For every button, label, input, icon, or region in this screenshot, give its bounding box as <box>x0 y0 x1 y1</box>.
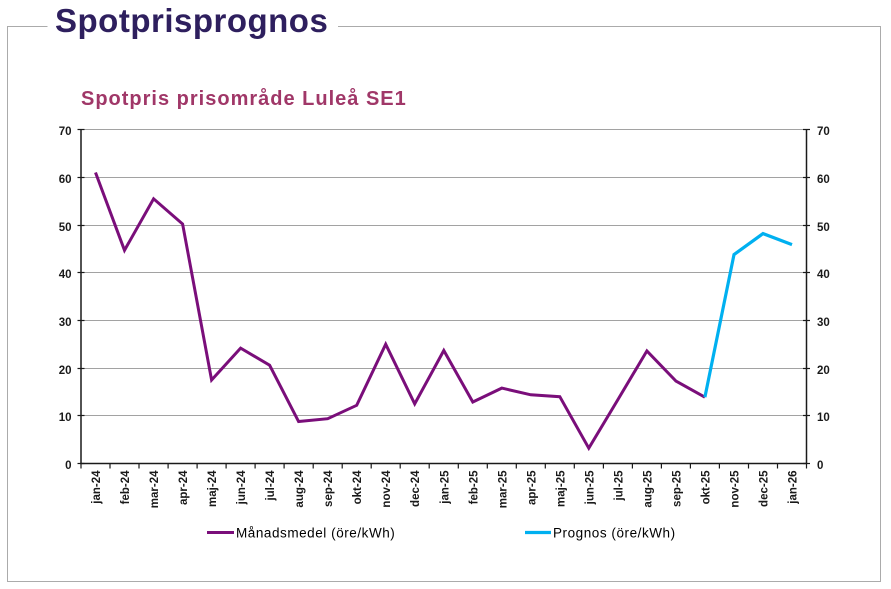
svg-text:10: 10 <box>817 412 830 424</box>
svg-text:jul-25: jul-25 <box>613 470 625 502</box>
svg-text:jun-24: jun-24 <box>236 470 248 505</box>
svg-text:30: 30 <box>817 317 830 329</box>
svg-text:dec-25: dec-25 <box>759 470 771 507</box>
svg-text:0: 0 <box>817 460 823 472</box>
svg-text:dec-24: dec-24 <box>410 470 422 507</box>
svg-text:aug-25: aug-25 <box>642 470 654 508</box>
svg-text:apr-24: apr-24 <box>178 470 190 505</box>
svg-text:Spotpris prisområde Luleå SE1: Spotpris prisområde Luleå SE1 <box>81 87 407 110</box>
svg-text:apr-25: apr-25 <box>526 470 538 505</box>
svg-text:40: 40 <box>817 269 830 281</box>
svg-text:jan-24: jan-24 <box>91 470 103 505</box>
svg-text:Månadsmedel (öre/kWh): Månadsmedel (öre/kWh) <box>236 526 395 541</box>
svg-text:70: 70 <box>59 126 72 138</box>
svg-text:aug-24: aug-24 <box>294 470 306 508</box>
svg-text:sep-25: sep-25 <box>671 470 683 507</box>
svg-text:30: 30 <box>59 317 72 329</box>
svg-text:okt-24: okt-24 <box>352 470 364 504</box>
svg-text:mar-24: mar-24 <box>149 470 161 508</box>
svg-text:jan-26: jan-26 <box>788 471 800 505</box>
svg-text:20: 20 <box>817 365 830 377</box>
svg-text:maj-25: maj-25 <box>555 470 567 507</box>
svg-text:sep-24: sep-24 <box>323 470 335 507</box>
svg-text:mar-25: mar-25 <box>497 470 509 508</box>
svg-text:feb-24: feb-24 <box>120 470 132 504</box>
svg-text:70: 70 <box>817 126 830 138</box>
svg-text:maj-24: maj-24 <box>207 470 219 507</box>
svg-text:jul-24: jul-24 <box>265 470 277 502</box>
svg-text:10: 10 <box>59 412 72 424</box>
svg-text:jan-25: jan-25 <box>439 470 451 505</box>
svg-text:60: 60 <box>817 174 830 186</box>
svg-text:feb-25: feb-25 <box>468 470 480 504</box>
svg-text:okt-25: okt-25 <box>700 470 712 504</box>
svg-text:nov-25: nov-25 <box>730 470 742 508</box>
svg-text:Spotprisprognos: Spotprisprognos <box>55 2 328 39</box>
svg-text:20: 20 <box>59 365 72 377</box>
svg-text:jun-25: jun-25 <box>584 470 596 505</box>
svg-text:nov-24: nov-24 <box>381 470 393 508</box>
svg-text:50: 50 <box>59 222 72 234</box>
svg-text:40: 40 <box>59 269 72 281</box>
svg-text:0: 0 <box>65 460 71 472</box>
svg-text:50: 50 <box>817 222 830 234</box>
svg-text:Prognos (öre/kWh): Prognos (öre/kWh) <box>553 526 676 541</box>
svg-text:60: 60 <box>59 174 72 186</box>
